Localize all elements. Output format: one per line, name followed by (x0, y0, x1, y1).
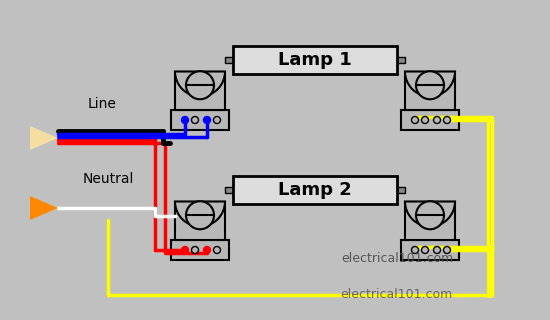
Circle shape (416, 201, 444, 229)
Bar (233, 46, 397, 74)
Circle shape (191, 246, 199, 253)
Bar (397, 187, 405, 193)
Circle shape (433, 116, 441, 124)
Bar (405, 202, 455, 240)
Wedge shape (175, 71, 225, 97)
Circle shape (213, 116, 221, 124)
Wedge shape (405, 71, 455, 97)
Text: Lamp 1: Lamp 1 (278, 51, 352, 69)
Circle shape (443, 246, 450, 253)
Bar (401, 110, 459, 130)
Circle shape (421, 246, 428, 253)
Circle shape (421, 116, 428, 124)
Bar (225, 57, 233, 63)
Wedge shape (175, 202, 225, 227)
Circle shape (411, 246, 419, 253)
Bar (233, 176, 397, 204)
Polygon shape (30, 126, 58, 150)
Circle shape (416, 71, 444, 99)
Circle shape (204, 246, 211, 253)
Bar (397, 57, 405, 63)
Circle shape (191, 116, 199, 124)
Circle shape (213, 246, 221, 253)
Circle shape (411, 116, 419, 124)
Bar (405, 71, 455, 110)
Wedge shape (405, 202, 455, 227)
Text: Line: Line (88, 97, 117, 111)
Circle shape (443, 116, 450, 124)
Circle shape (433, 246, 441, 253)
Circle shape (186, 71, 214, 99)
Circle shape (182, 116, 189, 124)
Text: Lamp 2: Lamp 2 (278, 181, 352, 199)
Circle shape (204, 116, 211, 124)
Circle shape (186, 201, 214, 229)
Bar (175, 71, 225, 110)
Text: electrical101.com: electrical101.com (341, 252, 453, 265)
Polygon shape (30, 196, 58, 220)
Circle shape (182, 246, 189, 253)
Bar (175, 202, 225, 240)
Text: electrical101.com: electrical101.com (340, 288, 452, 301)
Bar (225, 187, 233, 193)
Bar (171, 240, 229, 260)
Bar (401, 240, 459, 260)
Text: Neutral: Neutral (83, 172, 134, 186)
Bar (171, 110, 229, 130)
